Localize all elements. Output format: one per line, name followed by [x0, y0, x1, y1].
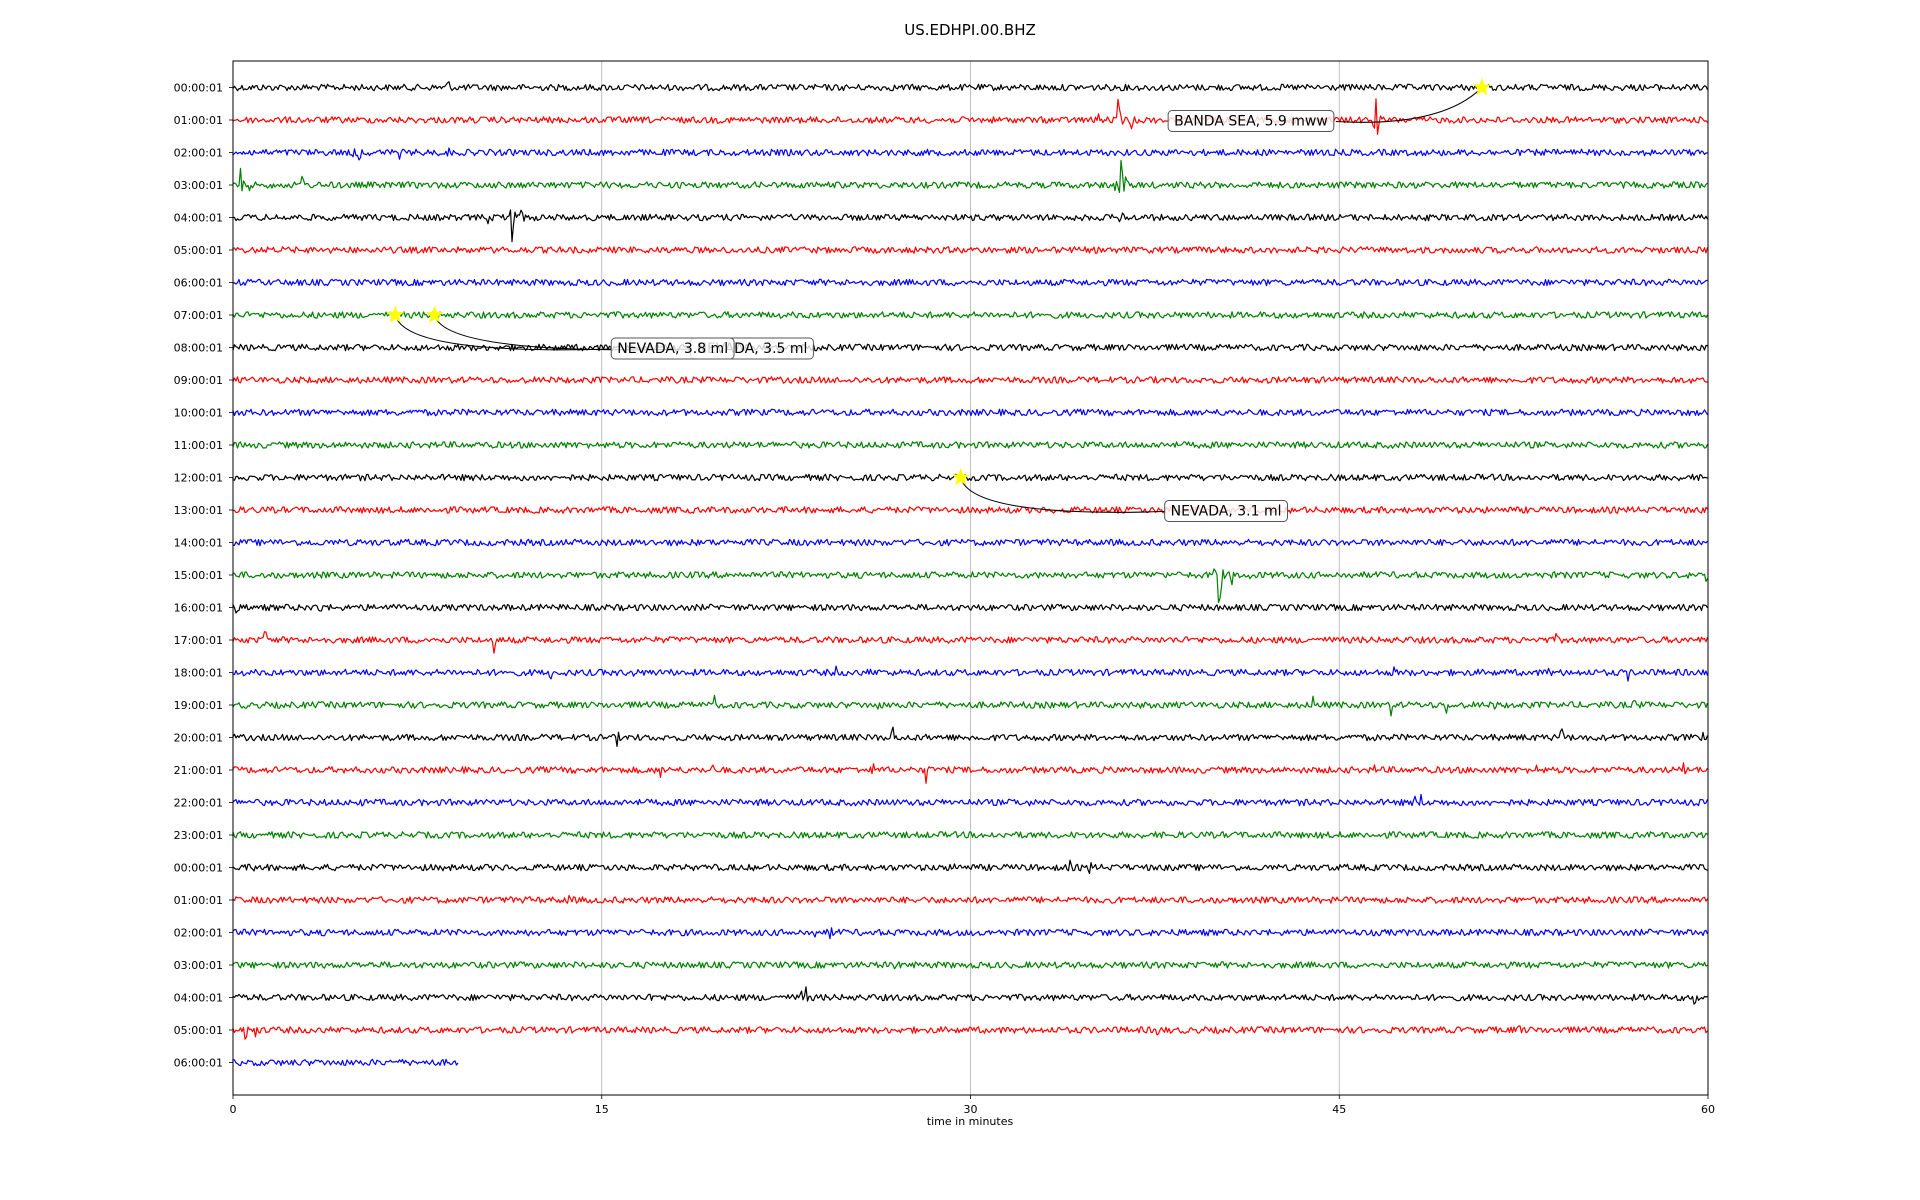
- y-tick-label: 20:00:01: [174, 732, 223, 745]
- y-tick-label: 18:00:01: [174, 667, 223, 680]
- y-tick-label: 01:00:01: [174, 894, 223, 907]
- seismogram-trace: [232, 441, 1709, 449]
- annotation-connector: [1335, 87, 1483, 123]
- y-tick-label: 04:00:01: [174, 212, 223, 225]
- seismogram-trace: [232, 961, 1708, 970]
- event-annotation: NEVADA, 3.8 ml: [386, 305, 735, 360]
- seismogram-trace: [232, 793, 1709, 807]
- event-annotation: NEVADA, 3.1 ml: [951, 468, 1289, 522]
- event-annotation: BANDA SEA, 5.9 mww: [1167, 78, 1491, 132]
- seismogram-trace: [232, 473, 1708, 482]
- yellow-star-icon: [425, 305, 444, 323]
- seismogram-trace: [232, 603, 1708, 614]
- y-tick-label: 02:00:01: [174, 927, 223, 940]
- y-tick-label: 10:00:01: [174, 407, 223, 420]
- seismogram-trace: [232, 894, 1709, 904]
- seismogram-trace: [232, 986, 1708, 1005]
- y-tick-label: 23:00:01: [174, 829, 223, 842]
- x-tick-label: 45: [1332, 1103, 1346, 1116]
- x-tick-label: 30: [964, 1103, 978, 1116]
- seismogram-trace: [232, 376, 1708, 384]
- seismogram-trace: [232, 538, 1708, 547]
- y-tick-labels: 00:00:01 01:00:01 02:00:01 03:00:01 04:00:01…: [174, 82, 233, 1070]
- y-tick-label: 00:00:01: [174, 862, 223, 875]
- seismogram-trace: [232, 81, 1709, 92]
- seismogram-trace: [232, 1058, 459, 1067]
- seismogram-trace: [232, 278, 1708, 287]
- yellow-star-icon: [951, 468, 970, 486]
- y-tick-label: 03:00:01: [174, 179, 223, 192]
- seismogram-trace: [232, 311, 1709, 319]
- y-tick-label: 02:00:01: [174, 147, 223, 160]
- trace-layer: [232, 81, 1709, 1067]
- y-tick-label: 05:00:01: [174, 1024, 223, 1037]
- y-tick-label: 05:00:01: [174, 244, 223, 257]
- chart-title: US.EDHPI.00.BHZ: [904, 21, 1036, 39]
- seismogram-trace: [232, 246, 1709, 254]
- y-tick-label: 13:00:01: [174, 504, 223, 517]
- annotation-connector: [960, 477, 1165, 513]
- annotation-box: [1164, 500, 1289, 522]
- y-tick-label: 16:00:01: [174, 602, 223, 615]
- y-tick-label: 09:00:01: [174, 374, 223, 387]
- seismogram-trace: [232, 1025, 1708, 1040]
- y-tick-label: 06:00:01: [174, 277, 223, 290]
- seismogram-trace: [232, 726, 1709, 747]
- seismogram-trace: [232, 831, 1708, 839]
- seismogram-trace: [232, 147, 1708, 161]
- seismogram-trace: [232, 506, 1708, 514]
- y-tick-label: 06:00:01: [174, 1057, 223, 1070]
- y-tick-label: 17:00:01: [174, 634, 223, 647]
- annotation-box: [610, 337, 735, 360]
- seismogram-trace: [232, 927, 1709, 940]
- y-tick-label: 00:00:01: [174, 82, 223, 95]
- x-tick-label: 60: [1701, 1103, 1715, 1116]
- y-tick-label: 08:00:01: [174, 342, 223, 355]
- y-tick-label: 22:00:01: [174, 797, 223, 810]
- y-tick-label: 03:00:01: [174, 959, 223, 972]
- y-tick-label: 21:00:01: [174, 764, 223, 777]
- seismogram-trace: [232, 665, 1709, 682]
- seismogram-trace: [232, 343, 1708, 352]
- x-tick-label: 15: [595, 1103, 609, 1116]
- y-tick-label: 15:00:01: [174, 569, 223, 582]
- x-tick-label: 0: [230, 1103, 237, 1116]
- seismogram-trace: [232, 694, 1709, 717]
- seismogram-trace: [232, 762, 1709, 784]
- annotation-connector: [394, 314, 612, 351]
- annotation-label: NEVADA, 3.8 ml: [617, 341, 728, 357]
- x-axis-label: time in minutes: [927, 1115, 1014, 1128]
- y-tick-label: 14:00:01: [174, 537, 223, 550]
- seismogram-trace: [232, 98, 1708, 135]
- annotation-box: [1167, 110, 1335, 132]
- seismogram-trace: [232, 631, 1709, 654]
- seismogram-trace: [232, 568, 1709, 604]
- y-tick-label: 01:00:01: [174, 114, 223, 127]
- y-tick-label: 04:00:01: [174, 992, 223, 1005]
- x-tick-labels: 0 15 30 45 60: [230, 1095, 1715, 1116]
- seismogram-trace: [232, 209, 1709, 243]
- annotation-label: NEVADA, 3.1 ml: [1171, 504, 1282, 520]
- seismogram-trace: [232, 408, 1709, 417]
- y-tick-label: 11:00:01: [174, 439, 223, 452]
- y-tick-label: 12:00:01: [174, 472, 223, 485]
- y-tick-label: 07:00:01: [174, 309, 223, 322]
- seismogram-trace: [232, 159, 1708, 193]
- yellow-star-icon: [1472, 78, 1491, 96]
- annotation-label: BANDA SEA, 5.9 mww: [1174, 114, 1328, 130]
- seismogram-trace: [232, 859, 1708, 875]
- y-tick-label: 19:00:01: [174, 699, 223, 712]
- yellow-star-icon: [386, 305, 405, 323]
